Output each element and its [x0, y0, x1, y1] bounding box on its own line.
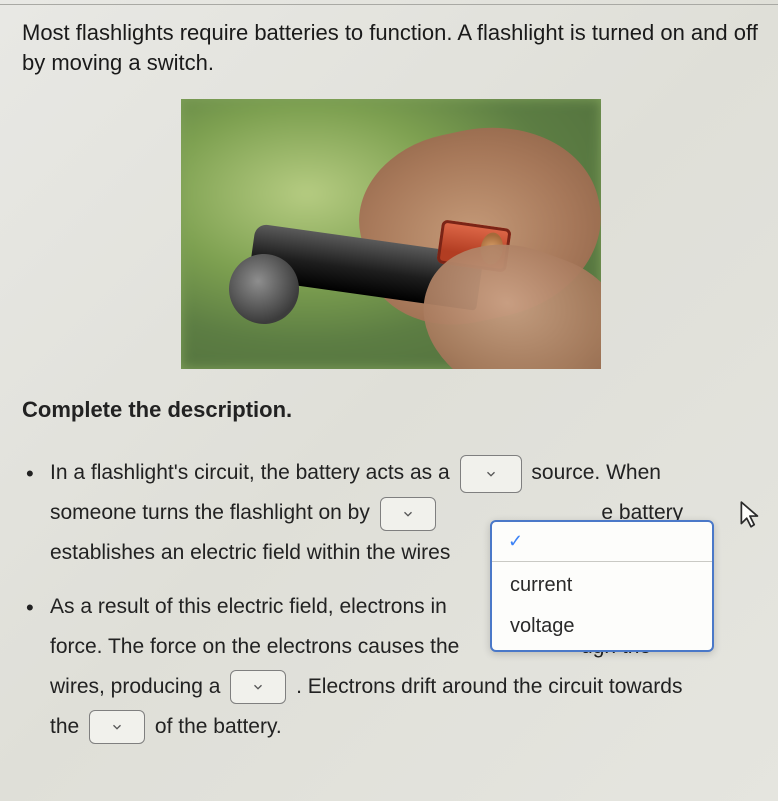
chevron-down-icon: [251, 680, 265, 694]
popup-option-current[interactable]: current: [492, 562, 712, 609]
b1-seg2: source. When: [531, 461, 661, 484]
dropdown-source[interactable]: [460, 455, 522, 493]
popup-option-voltage[interactable]: voltage: [492, 609, 712, 650]
top-divider: [0, 4, 778, 5]
b1-seg5: establishes an electric field within the…: [50, 541, 450, 564]
cursor-icon: [738, 500, 764, 530]
chevron-down-icon: [401, 507, 415, 521]
b2-seg5: wires, producing a: [50, 675, 220, 698]
dropdown-producing[interactable]: [230, 670, 286, 704]
b2-seg1: As a result of this electric field, elec…: [50, 595, 447, 618]
b1-seg1: In a flashlight's circuit, the battery a…: [50, 461, 450, 484]
b1-seg3: someone turns the flashlight on by: [50, 501, 370, 524]
b2-seg6: . Electrons drift around the circuit tow…: [296, 675, 682, 698]
photo-container: [22, 99, 760, 369]
check-icon: ✓: [508, 531, 523, 552]
chevron-down-icon: [110, 720, 124, 734]
b2-seg3: force. The force on the electrons causes…: [50, 635, 459, 658]
chevron-down-icon: [484, 467, 498, 481]
flashlight-photo: [181, 99, 601, 369]
b2-seg8: of the battery.: [155, 715, 282, 738]
popup-selected-indicator[interactable]: ✓: [492, 522, 712, 562]
section-heading: Complete the description.: [22, 397, 760, 423]
intro-text: Most flashlights require batteries to fu…: [22, 18, 760, 77]
dropdown-popup[interactable]: ✓ current voltage: [490, 520, 714, 652]
dropdown-terminal[interactable]: [89, 710, 145, 744]
dropdown-switch-action[interactable]: [380, 497, 436, 531]
b2-seg7: the: [50, 715, 79, 738]
